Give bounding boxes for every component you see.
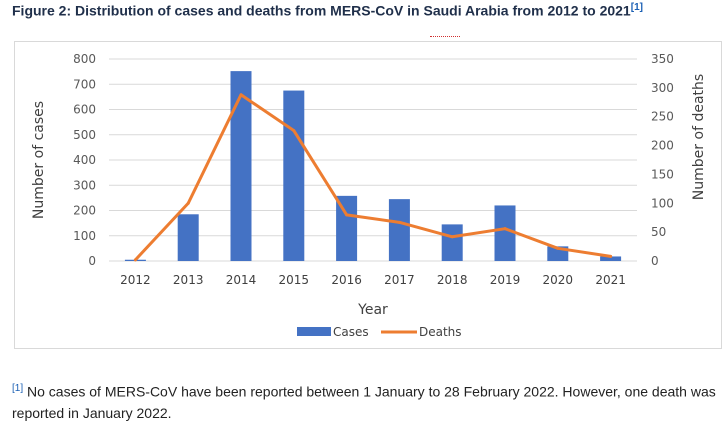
bar-cases [230, 71, 252, 262]
point-deaths [397, 220, 401, 224]
footnote: [1] No cases of MERS-CoV have been repor… [12, 378, 718, 424]
y-tick-label: 700 [73, 77, 96, 91]
bar-cases [600, 256, 622, 261]
y2-tick-label: 50 [651, 225, 666, 239]
legend-label-cases: Cases [333, 325, 369, 339]
bar-cases [441, 224, 463, 261]
y-tick-label: 600 [73, 103, 96, 117]
y-tick-label: 800 [73, 52, 96, 66]
y2-tick-label: 150 [651, 167, 674, 181]
point-deaths [503, 227, 507, 231]
point-deaths [292, 129, 296, 133]
y-tick-label: 300 [73, 178, 96, 192]
bar-cases [336, 195, 358, 261]
point-deaths [186, 201, 190, 205]
y-tick-label: 0 [88, 254, 96, 268]
point-deaths [450, 235, 454, 239]
y-tick-label: 500 [73, 128, 96, 142]
bar-cases [283, 90, 305, 261]
x-tick-label: 2012 [120, 273, 151, 287]
line-deaths [133, 93, 613, 262]
x-tick-label: 2013 [173, 273, 204, 287]
x-tick-label: 2014 [226, 273, 257, 287]
x-tick-label: 2020 [543, 273, 574, 287]
y-axis-title: Number of cases [31, 101, 47, 219]
legend-swatch-cases [297, 327, 331, 336]
bar-cases [388, 199, 410, 261]
y2-tick-label: 200 [651, 139, 674, 153]
bar-cases [177, 214, 199, 261]
bar-cases [494, 205, 516, 261]
point-deaths [239, 93, 243, 97]
x-tick-label: 2017 [384, 273, 415, 287]
footnote-text: No cases of MERS-CoV have been reported … [12, 383, 716, 421]
y-tick-label: 400 [73, 153, 96, 167]
figure-title-text: Figure 2: Distribution of cases and deat… [12, 2, 631, 19]
y-tick-label: 200 [73, 204, 96, 218]
point-deaths [345, 213, 349, 217]
y2-tick-label: 300 [651, 81, 674, 95]
point-deaths [556, 246, 560, 250]
chart-container: 0 100 200 300 400 500 600 700 800 0 50 100 150 200 250… [14, 41, 722, 349]
figure-reference-link[interactable]: [1] [630, 2, 643, 13]
point-deaths [133, 258, 137, 262]
mers-cases-deaths-chart: 0 100 200 300 400 500 600 700 800 0 50 100 150 200 250… [31, 52, 707, 339]
footnote-marker[interactable]: [1] [12, 383, 24, 394]
y2-tick-label: 350 [651, 52, 674, 66]
x-tick-label: 2015 [279, 273, 310, 287]
point-deaths [609, 254, 613, 258]
y2-tick-label: 0 [651, 254, 659, 268]
x-tick-label: 2021 [595, 273, 626, 287]
y2-axis-title: Number of deaths [691, 74, 707, 200]
x-tick-label: 2016 [331, 273, 362, 287]
y2-tick-label: 100 [651, 196, 674, 210]
y-tick-label: 100 [73, 229, 96, 243]
figure-title: Figure 2: Distribution of cases and deat… [12, 2, 643, 19]
x-tick-label: 2019 [490, 273, 521, 287]
legend-label-deaths: Deaths [419, 325, 462, 339]
x-axis-title: Year [357, 302, 388, 318]
y2-tick-label: 250 [651, 110, 674, 124]
x-tick-label: 2018 [437, 273, 468, 287]
dotted-underline-mark [430, 36, 460, 37]
